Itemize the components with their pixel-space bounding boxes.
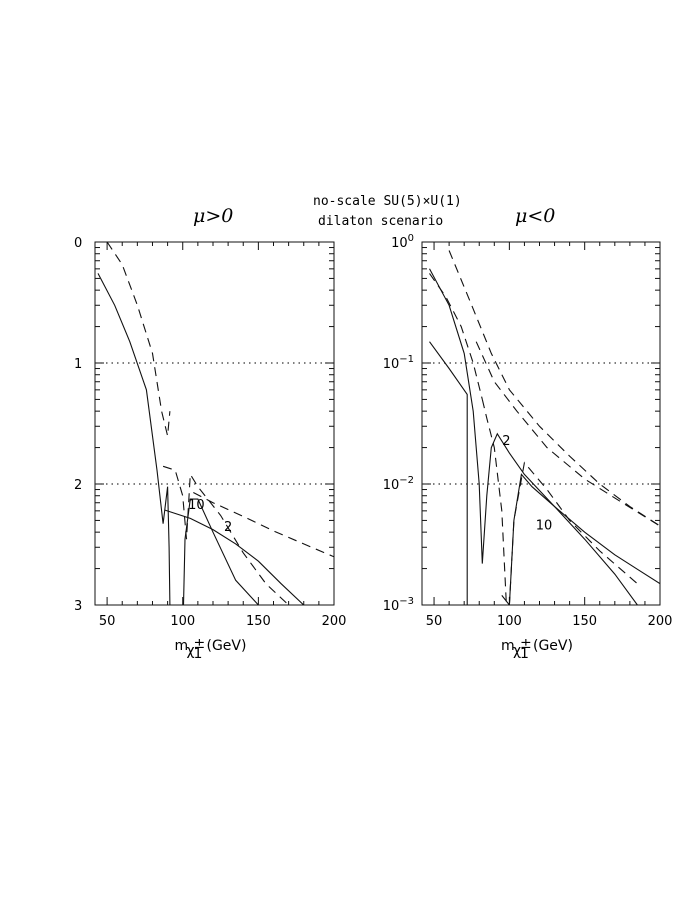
dashed-series-line: [448, 250, 660, 527]
x-axis-label-unit: (GeV): [207, 638, 247, 654]
panel-title: μ>0: [193, 205, 233, 227]
solid-series-line: [164, 509, 305, 605]
x-tick-label: 50: [426, 614, 443, 629]
x-axis-label-pm: ±: [194, 636, 206, 652]
y-tick-label-clipped: 1: [74, 357, 82, 372]
dashed-series-line: [475, 341, 660, 527]
y-tick-base: 10: [383, 478, 400, 493]
dashed-series-line: [193, 492, 334, 558]
curve-label: 2: [502, 434, 510, 449]
plot-frame: [421, 241, 661, 606]
curve-label: 10: [536, 519, 553, 534]
curve-label: 10: [188, 498, 205, 513]
series-group: [429, 250, 660, 605]
y-tick-exponent: −3: [399, 596, 414, 607]
x-axis-label-index: 1: [520, 646, 529, 662]
y-tick-base: 10: [383, 599, 400, 614]
x-axis-label-index: 1: [194, 646, 203, 662]
y-tick-exponent: −1: [399, 354, 414, 365]
y-tick-label-clipped: 2: [74, 478, 82, 493]
solid-series-line: [97, 273, 171, 605]
x-tick-label: 150: [572, 614, 597, 629]
solid-series-line: [429, 268, 638, 605]
y-tick-exponent: 0: [408, 233, 414, 244]
figure-caption-line2: dilaton scenario: [318, 214, 443, 229]
x-axis-label-chi: χ: [187, 643, 195, 659]
dashed-series-line: [162, 465, 289, 605]
solid-series-line: [182, 498, 259, 605]
y-tick-label-clipped: 3: [74, 599, 82, 614]
curve-label: 2: [224, 520, 232, 535]
figure-caption-line1: no-scale SU(5)×U(1): [313, 194, 462, 209]
x-tick-label: 100: [497, 614, 522, 629]
plot-frame: [94, 241, 335, 606]
x-axis-label-m: m: [501, 638, 515, 654]
y-tick-exponent: −2: [399, 475, 414, 486]
dashed-series-line: [106, 242, 171, 436]
solid-series-line: [429, 341, 468, 605]
y-tick-label-clipped: 0: [74, 236, 82, 251]
x-tick-label: 50: [99, 614, 116, 629]
x-tick-label: 200: [648, 614, 673, 629]
y-tick-label: 10−1: [383, 354, 414, 372]
x-axis-label-chi: χ: [513, 643, 521, 659]
dashed-series-line: [429, 273, 483, 400]
x-tick-label: 200: [322, 614, 347, 629]
solid-series-line: [501, 473, 660, 605]
x-axis-label-unit: (GeV): [533, 638, 573, 654]
panel-title: μ<0: [515, 205, 555, 227]
y-tick-label: 100: [391, 233, 414, 251]
series-group: [97, 242, 334, 605]
y-tick-base: 10: [383, 357, 400, 372]
x-tick-label: 150: [246, 614, 271, 629]
y-tick-base: 10: [391, 236, 408, 251]
y-tick-label: 10−2: [383, 475, 414, 493]
y-tick-label: 10−3: [383, 596, 414, 614]
x-axis-label-pm: ±: [520, 636, 532, 652]
x-tick-label: 100: [170, 614, 195, 629]
x-axis-label-m: m: [175, 638, 189, 654]
